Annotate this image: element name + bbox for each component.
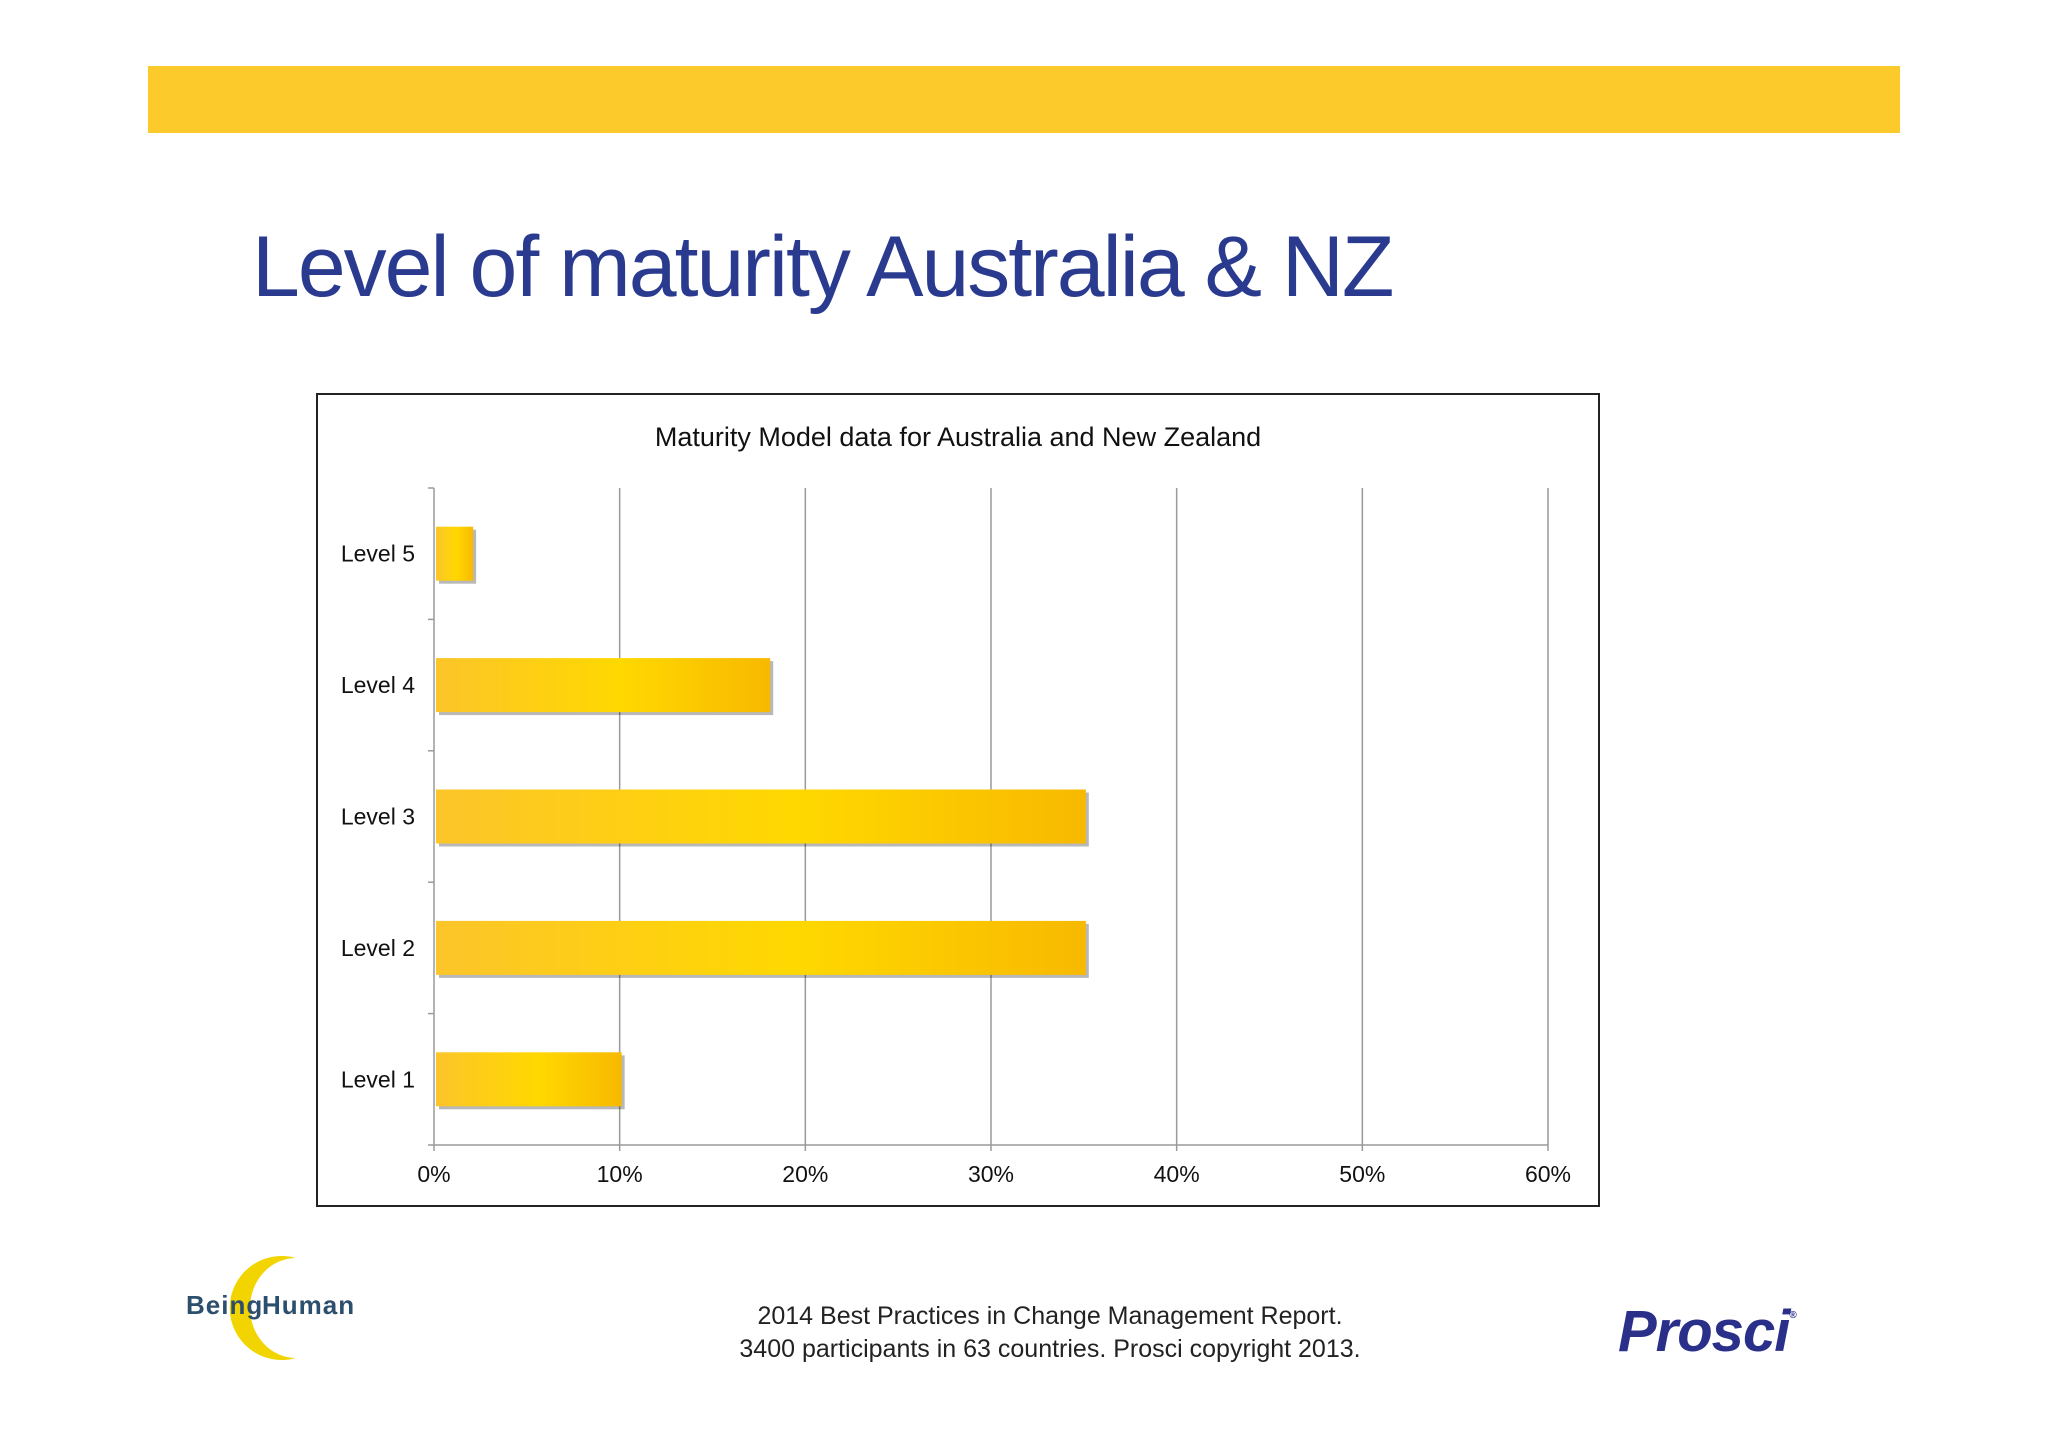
category-label: Level 5 bbox=[341, 541, 415, 567]
bar-level-2 bbox=[436, 920, 1086, 975]
x-tick-label: 50% bbox=[1339, 1161, 1385, 1187]
chart-title: Maturity Model data for Australia and Ne… bbox=[655, 422, 1261, 452]
bars bbox=[436, 526, 1089, 1110]
footer-line-2: 3400 participants in 63 countries. Prosc… bbox=[739, 1335, 1361, 1363]
x-tick-label: 10% bbox=[597, 1161, 643, 1187]
category-labels: Level 5 Level 4 Level 3 Level 2 Level 1 bbox=[341, 541, 415, 1093]
x-tick-label: 0% bbox=[417, 1161, 450, 1187]
x-tick-label: 20% bbox=[782, 1161, 828, 1187]
slide-title: Level of maturity Australia & NZ bbox=[252, 219, 1394, 315]
registered-mark: ® bbox=[1789, 1310, 1796, 1321]
being-human-logo: Being Human bbox=[184, 1256, 354, 1360]
category-label: Level 1 bbox=[341, 1066, 415, 1092]
category-label: Level 4 bbox=[341, 672, 415, 698]
logo-word-being: Being bbox=[186, 1290, 264, 1320]
bar-level-5 bbox=[436, 526, 474, 581]
bar-level-1 bbox=[436, 1052, 622, 1107]
logo-word-human: Human bbox=[262, 1290, 356, 1320]
x-tick-label: 30% bbox=[968, 1161, 1014, 1187]
crescent-moon-icon bbox=[229, 1256, 296, 1360]
bar-level-3 bbox=[436, 789, 1086, 844]
footer-source: 2014 Best Practices in Change Management… bbox=[600, 1300, 1500, 1366]
chart-frame: Maturity Model data for Australia and Ne… bbox=[316, 393, 1600, 1207]
axes bbox=[428, 487, 1549, 1151]
prosci-logo-text: Prosci bbox=[1618, 1299, 1790, 1364]
category-label: Level 3 bbox=[341, 804, 415, 830]
category-label: Level 2 bbox=[341, 935, 415, 961]
footer-line-1: 2014 Best Practices in Change Management… bbox=[757, 1302, 1343, 1330]
top-accent-band bbox=[148, 66, 1900, 133]
x-tick-label: 60% bbox=[1525, 1161, 1571, 1187]
prosci-logo: Prosci® bbox=[1618, 1298, 1797, 1365]
bar-level-4 bbox=[436, 658, 771, 713]
x-tick-labels: 0% 10% 20% 30% 40% 50% 60% bbox=[417, 1161, 1571, 1187]
bar-chart: Maturity Model data for Australia and Ne… bbox=[341, 422, 1571, 1187]
x-tick-label: 40% bbox=[1154, 1161, 1200, 1187]
